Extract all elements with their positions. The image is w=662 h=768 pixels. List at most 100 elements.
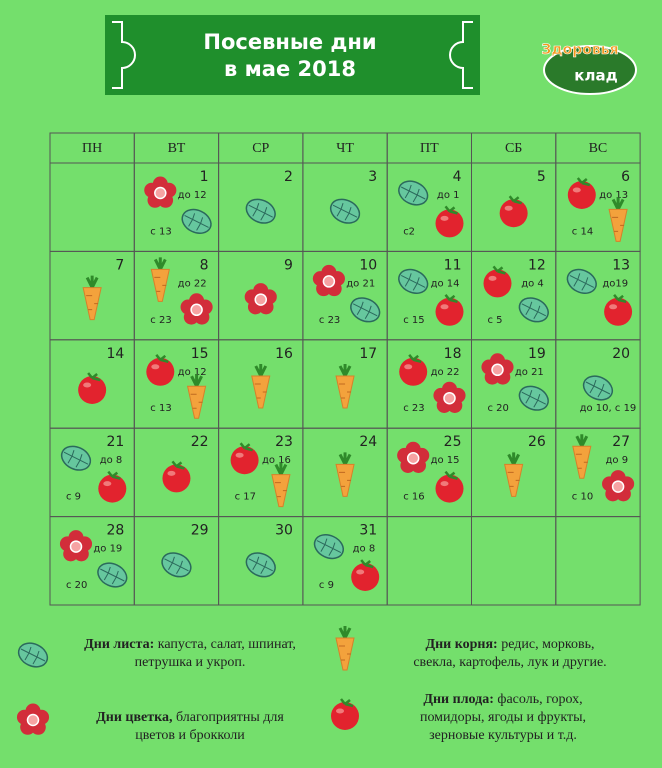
flower-center (491, 363, 504, 377)
from-note: с 13 (150, 403, 171, 414)
day-number: 29 (191, 523, 209, 539)
day-number: 12 (528, 257, 546, 273)
until-note: до 21 (346, 278, 375, 289)
tomato-body (567, 181, 596, 209)
legend-text: свекла, картофель, лук и другие. (413, 655, 606, 670)
tomato-shine (83, 382, 92, 388)
carrot-top (274, 462, 288, 476)
day-number: 24 (359, 434, 377, 450)
leaf-icon (350, 297, 381, 323)
title-line: Посевные дни (203, 30, 376, 54)
tomato-body (162, 464, 191, 493)
carrot-icon (504, 452, 524, 497)
day-number: 6 (621, 169, 630, 185)
tomato-shine (572, 187, 581, 193)
tomato-stem (444, 294, 458, 304)
tomato-stem (492, 265, 506, 275)
carrot-lines (154, 276, 167, 292)
carrot-top (611, 197, 625, 211)
day-number: 10 (359, 257, 377, 273)
leaf-vein (521, 301, 547, 320)
logo-text: клад (574, 67, 617, 85)
leaf-vein (569, 273, 595, 291)
tomato-stem (613, 294, 627, 304)
flower-center (154, 186, 167, 200)
tomato-stem (340, 698, 354, 708)
legend-line: редис, морковь, (498, 637, 595, 652)
carrot-lines (86, 295, 99, 311)
leaf-vein (164, 556, 189, 575)
day-number: 11 (444, 257, 462, 273)
day-number: 7 (115, 257, 124, 273)
tomato-icon (483, 265, 512, 298)
leaf-icon (161, 552, 192, 578)
weekday-label: СБ (505, 141, 522, 156)
tomato-icon (399, 354, 428, 386)
day-cell (555, 516, 641, 606)
leaf-vein (352, 301, 378, 320)
carrot-lines (254, 383, 267, 399)
flower-center (69, 540, 83, 553)
carrot-top (338, 626, 352, 639)
tomato-shine (336, 708, 344, 714)
flower-icon (602, 470, 635, 502)
tomato-shine (103, 481, 112, 487)
day-number: 26 (528, 434, 546, 450)
legend-text: зерновые культуры и т.д. (429, 728, 577, 743)
carrot-top (254, 364, 268, 377)
tomato-shine (151, 364, 160, 370)
weekday-label: ВТ (168, 141, 186, 156)
logo-oval (543, 45, 637, 95)
flower-center (322, 275, 336, 288)
weekday-label: ПТ (420, 141, 439, 156)
tomato-body (435, 209, 464, 238)
legend-line: петрушка и укроп. (135, 655, 246, 670)
from-note: с2 (403, 226, 415, 237)
from-note: с 20 (66, 580, 87, 591)
legend-text: Дни плода: фасоль, горох, (423, 692, 582, 707)
day-number: 23 (275, 434, 293, 450)
leaf-icon (245, 198, 276, 224)
day-number: 30 (275, 523, 293, 539)
until-note: до 22 (431, 367, 460, 378)
day-number: 13 (612, 257, 630, 273)
logo-text: Здоровья (541, 42, 618, 58)
leaf-icon (582, 375, 614, 401)
tomato-body (230, 446, 259, 475)
tomato-shine (488, 275, 497, 281)
legend-label: Дни корня: (425, 637, 497, 652)
weekday-label: ПН (82, 141, 102, 156)
day-number: 4 (453, 169, 462, 185)
carrot-top (190, 374, 203, 387)
flower-center (443, 391, 456, 405)
carrot-icon (251, 364, 271, 409)
until-note: до 8 (100, 455, 123, 466)
legend-line: помидоры, ягоды и фрукты, (420, 710, 586, 725)
carrot-top (507, 452, 520, 466)
until-note: до 4 (521, 278, 544, 289)
legend-line: зерновые культуры и т.д. (429, 728, 577, 743)
flower-icon (180, 293, 213, 325)
leaf-icon (566, 268, 597, 294)
until-note: до 12 (178, 367, 207, 378)
flower-icon (16, 703, 50, 735)
flower-center (406, 451, 420, 465)
from-note: с 17 (235, 492, 256, 503)
day-number: 1 (200, 169, 209, 185)
from-note: с 23 (403, 403, 424, 414)
day-number: 18 (444, 346, 462, 362)
from-note: с 23 (319, 315, 340, 326)
day-number: 2 (284, 169, 293, 185)
carrot-icon (271, 462, 291, 508)
leaf-vein (332, 203, 358, 221)
tomato-body (499, 199, 528, 228)
flower-center (611, 480, 625, 493)
carrot-icon (82, 275, 102, 321)
tomato-body (435, 297, 464, 326)
carrot-icon (150, 257, 170, 302)
day-number: 27 (612, 434, 630, 450)
until-note: до19 (602, 278, 628, 289)
legend-line: благоприятны для (172, 710, 284, 725)
tomato-icon (435, 470, 464, 503)
